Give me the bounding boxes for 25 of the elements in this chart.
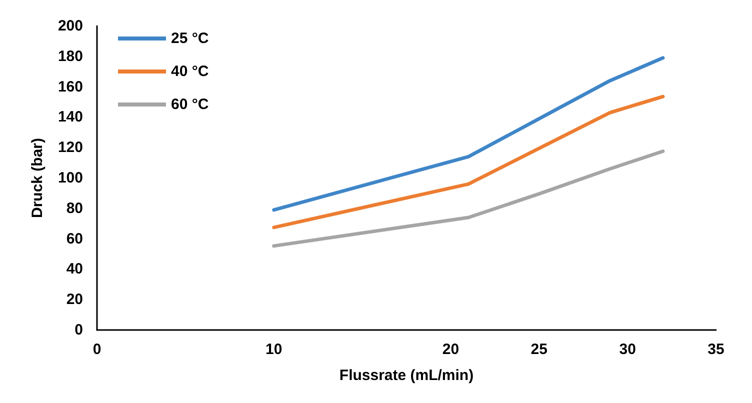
y-tick-label: 100 [58,170,83,186]
x-tick-label: 35 [708,341,724,358]
x-tick-label: 0 [92,341,102,358]
y-tick-label: 140 [58,108,83,126]
y-tick-label: 180 [58,48,83,65]
legend-label: 60 °C [171,96,209,113]
y-tick-label: 120 [58,139,83,156]
x-tick-label: 30 [619,341,636,358]
y-tick-label: 40 [66,260,83,278]
x-tick-label: 10 [266,341,282,358]
y-tick-label: 20 [66,291,83,308]
y-axis-title: Druck (bar) [29,138,46,218]
x-tick-label: 25 [530,341,548,358]
y-tick-label: 80 [66,200,83,217]
y-tick-label: 160 [58,78,83,96]
legend-label: 25 °C [171,30,209,47]
line-series [272,56,665,212]
y-tick-label: 60 [66,230,83,248]
y-tick-label: 200 [58,18,83,34]
y-tick-label: 0 [74,322,83,338]
x-tick-label: 20 [442,341,460,358]
x-axis-title: Flussrate (mL/min) [339,367,474,384]
line-series [272,150,665,248]
legend-label: 40 °C [171,63,209,80]
line-series [272,94,665,230]
